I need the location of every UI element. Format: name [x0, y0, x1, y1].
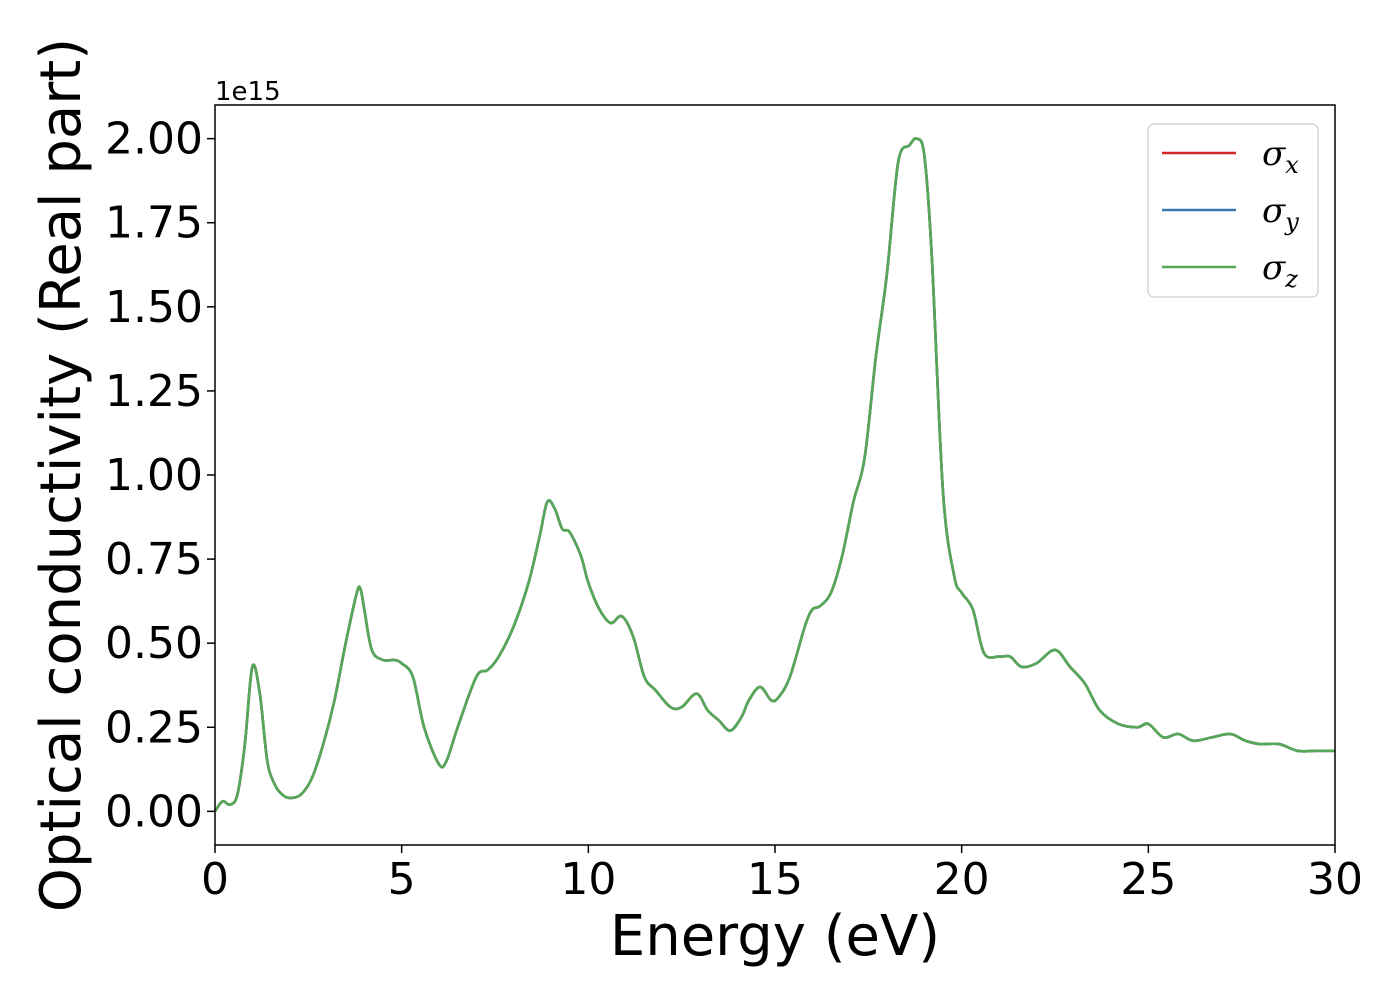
x-tick-label: 10 [560, 854, 616, 905]
x-tick-label: 20 [934, 854, 990, 905]
x-tick-label: 25 [1120, 854, 1176, 905]
x-tick-label: 15 [747, 854, 803, 905]
y-tick-label: 2.00 [105, 114, 203, 165]
x-axis-ticks: 0 5 10 15 20 25 30 [201, 845, 1363, 905]
legend-entry-label: σz [1262, 248, 1298, 293]
y-tick-label: 1.25 [105, 366, 203, 417]
y-tick-label: 0.75 [105, 534, 203, 585]
x-axis-label: Energy (eV) [610, 904, 940, 969]
y-axis-offset-label: 1e15 [215, 77, 281, 107]
series-line-3 [215, 136, 1335, 813]
y-axis-ticks: 0.00 0.25 0.50 0.75 1.00 1.25 1.50 1.75 2.00 [105, 114, 215, 837]
y-axis-label: Optical conductivity (Real part) [29, 38, 94, 912]
legend-entries: σx σy σz [1162, 134, 1299, 293]
y-tick-label: 1.00 [105, 450, 203, 501]
x-tick-label: 30 [1307, 854, 1363, 905]
y-tick-label: 1.75 [105, 198, 203, 249]
legend: σx σy σz [1147, 123, 1319, 298]
x-tick-label: 0 [201, 854, 229, 905]
y-tick-label: 0.25 [105, 702, 203, 753]
legend-entry-label: σy [1262, 191, 1299, 236]
legend-entry-label: σx [1262, 134, 1299, 179]
y-tick-label: 1.50 [105, 282, 203, 333]
x-tick-label: 5 [388, 854, 416, 905]
y-tick-label: 0.50 [105, 618, 203, 669]
series-layer [215, 136, 1335, 813]
y-tick-label: 0.00 [105, 786, 203, 837]
